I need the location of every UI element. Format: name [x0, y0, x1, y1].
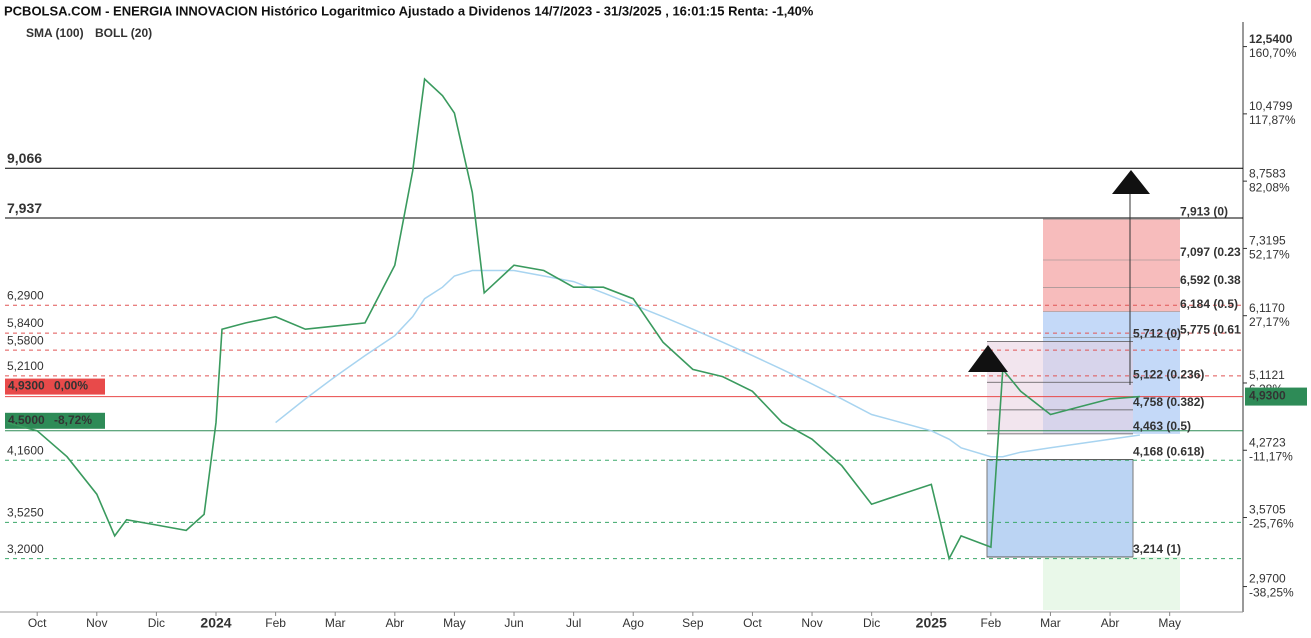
x-tick-label: Nov [86, 616, 107, 630]
level-label: 4,5000 [8, 413, 45, 427]
x-tick-label: May [443, 616, 466, 630]
x-tick-label: Abr [1101, 616, 1120, 630]
fib-label: 7,097 (0.23 [1180, 245, 1241, 259]
arrow-head [968, 345, 1008, 372]
fib-label: 6,592 (0.38 [1180, 273, 1241, 287]
last-price-label: 4,9300 [1249, 389, 1286, 403]
fib-label: 4,758 (0.382) [1133, 395, 1204, 409]
y-tick-label: 8,7583 [1249, 166, 1286, 180]
indicator-line [275, 269, 1141, 458]
fib-label: 5,775 (0.61 [1180, 322, 1241, 336]
y-tick-label: 7,3195 [1249, 234, 1286, 248]
x-tick-label: Feb [265, 616, 286, 630]
level-label-bg [5, 378, 105, 395]
level-label: 4,9300 [8, 379, 45, 393]
legend-entry: BOLL (20) [95, 26, 152, 40]
last-price-bg [1245, 387, 1307, 406]
x-tick-label: Dic [863, 616, 880, 630]
level-label: 5,5800 [7, 333, 44, 347]
level-label: 7,937 [7, 200, 42, 216]
y-tick-label: 3,5705 [1249, 503, 1286, 517]
y-tick-change: 82,08% [1249, 180, 1290, 194]
level-label: 3,2000 [7, 542, 44, 556]
x-tick-label: Ago [623, 616, 645, 630]
arrow-head [1112, 170, 1150, 194]
y-tick-change: 160,70% [1249, 46, 1297, 60]
y-tick-label: 10,4799 [1249, 99, 1293, 113]
fib-label: 4,168 (0.618) [1133, 445, 1204, 459]
x-tick-label: Oct [743, 616, 762, 630]
y-tick-label: 4,2723 [1249, 435, 1286, 449]
x-tick-label: 2025 [916, 615, 947, 631]
level-label: 4,1600 [7, 443, 44, 457]
x-tick-label: Nov [801, 616, 822, 630]
fib-label: 7,913 (0) [1180, 204, 1228, 218]
y-tick-label: 6,1170 [1249, 301, 1285, 315]
x-tick-label: Feb [981, 616, 1002, 630]
fib-box [986, 459, 1134, 558]
x-tick-label: Dic [148, 616, 165, 630]
legend-entry: SMA (100) [26, 26, 84, 40]
fib-box [1043, 556, 1180, 610]
x-tick-label: Jun [504, 616, 523, 630]
price-line [7, 77, 1140, 561]
y-tick-change: -38,25% [1249, 586, 1294, 600]
fib-box [987, 341, 1133, 434]
level-label: 5,2100 [7, 359, 44, 373]
level-label: 5,8400 [7, 316, 44, 330]
level-label: 3,5250 [7, 506, 44, 520]
fib-label: 5,712 (0) [1133, 327, 1181, 341]
y-tick-label: 12,5400 [1249, 32, 1293, 46]
fib-label: 3,214 (1) [1133, 542, 1181, 556]
y-tick-change: 52,17% [1249, 248, 1290, 262]
x-tick-label: Mar [1040, 616, 1061, 630]
x-tick-label: 2024 [200, 615, 231, 631]
x-tick-label: Jul [566, 616, 581, 630]
level-label: 6,2900 [7, 288, 44, 302]
y-tick-change: 117,87% [1249, 113, 1296, 127]
fib-label: 4,463 (0.5) [1133, 419, 1191, 433]
y-tick-change: -11,17% [1249, 449, 1293, 463]
chart-title: PCBOLSA.COM - ENERGIA INNOVACION Históri… [4, 3, 814, 18]
x-tick-label: Sep [682, 616, 704, 630]
x-tick-label: Oct [28, 616, 47, 630]
level-label-bg [5, 412, 105, 429]
x-tick-label: Abr [385, 616, 404, 630]
fib-box [1043, 219, 1180, 312]
level-change: -8,72% [54, 413, 92, 427]
fib-label: 6,184 (0.5) [1180, 297, 1238, 311]
x-tick-label: Mar [325, 616, 346, 630]
x-tick-label: May [1158, 616, 1181, 630]
fib-label: 5,122 (0.236) [1133, 367, 1204, 381]
level-change: 0,00% [54, 379, 88, 393]
y-tick-change: 27,17% [1249, 315, 1290, 329]
level-label: 9,066 [7, 150, 42, 166]
y-tick-label: 5,1121 [1249, 368, 1285, 382]
y-tick-label: 2,9700 [1249, 572, 1286, 586]
y-tick-change: -25,76% [1249, 517, 1294, 531]
